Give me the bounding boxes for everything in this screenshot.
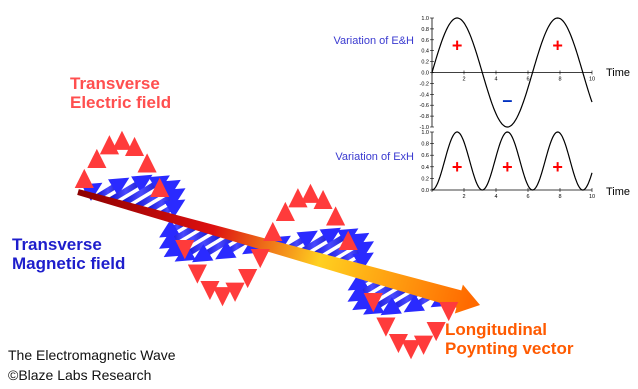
x-tick-label: 8 — [558, 77, 561, 83]
poynting-vector-label: Longitudinal Poynting vector — [445, 320, 574, 358]
y-tick-label: -0.4 — [420, 92, 429, 98]
plot-variation-eh: 1.0 0.8 0.6 0.4 0.2 0.0 -0.2 -0.4 -0.6 -0.8 -1.0 2 4… — [333, 16, 630, 131]
plus-sign: + — [502, 157, 513, 177]
curve — [431, 131, 593, 191]
curve — [431, 17, 593, 128]
plus-sign: + — [452, 157, 463, 177]
plus-sign: + — [452, 35, 463, 55]
y-tick-label: -0.2 — [420, 81, 429, 87]
y-tick-label: 0.6 — [421, 153, 429, 159]
x-tick-label: 10 — [589, 194, 595, 200]
plus-sign: + — [552, 35, 563, 55]
electric-field-arrows — [74, 130, 459, 360]
y-tick-label: 0.0 — [421, 71, 429, 77]
poynting-vector-arrow — [77, 189, 480, 314]
y-tick-label: 0.0 — [421, 188, 429, 194]
y-tick-label: 0.2 — [421, 60, 429, 66]
y-tick-label: 0.4 — [421, 165, 429, 171]
x-tick-label: 4 — [494, 194, 497, 200]
caption-copyright: ©Blaze Labs Research — [8, 367, 152, 383]
plus-sign: + — [552, 157, 563, 177]
magnetic-arrow — [132, 179, 181, 211]
x-tick-label: 2 — [462, 77, 465, 83]
y-tick-label: -0.8 — [420, 114, 429, 120]
x-axis-label: Time — [606, 67, 630, 79]
y-tick-label: 1.0 — [421, 130, 429, 136]
y-tick-label: 0.6 — [421, 38, 429, 44]
minus-sign: – — [502, 90, 512, 110]
y-tick-label: 0.2 — [421, 176, 429, 182]
plot-title: Variation of E&H — [333, 35, 414, 47]
x-tick-label: 8 — [558, 194, 561, 200]
caption-title: The Electromagnetic Wave — [8, 347, 176, 363]
y-tick-label: 0.4 — [421, 49, 429, 55]
magnetic-field-label: Transverse Magnetic field — [12, 235, 126, 273]
x-tick-label: 4 — [494, 77, 497, 83]
y-tick-label: 0.8 — [421, 27, 429, 33]
plot-variation-exh: 1.0 0.8 0.6 0.4 0.2 0.0 2 4 6 8 10 + + + Variation of … — [335, 130, 630, 200]
plot-title: Variation of ExH — [335, 151, 414, 163]
x-axis-label: Time — [606, 186, 630, 198]
y-tick-label: -0.6 — [420, 103, 429, 109]
y-tick-label: 1.0 — [421, 16, 429, 22]
poynting-arrow-shaft — [77, 189, 480, 314]
y-tick-label: -1.0 — [420, 125, 429, 131]
x-tick-label: 6 — [526, 194, 529, 200]
x-tick-label: 6 — [526, 77, 529, 83]
caption: The Electromagnetic Wave ©Blaze Labs Res… — [8, 345, 176, 385]
x-tick-label: 10 — [589, 77, 595, 83]
electric-field-label: Transverse Electric field — [70, 74, 172, 112]
x-tick-label: 2 — [462, 194, 465, 200]
y-tick-label: 0.8 — [421, 142, 429, 148]
